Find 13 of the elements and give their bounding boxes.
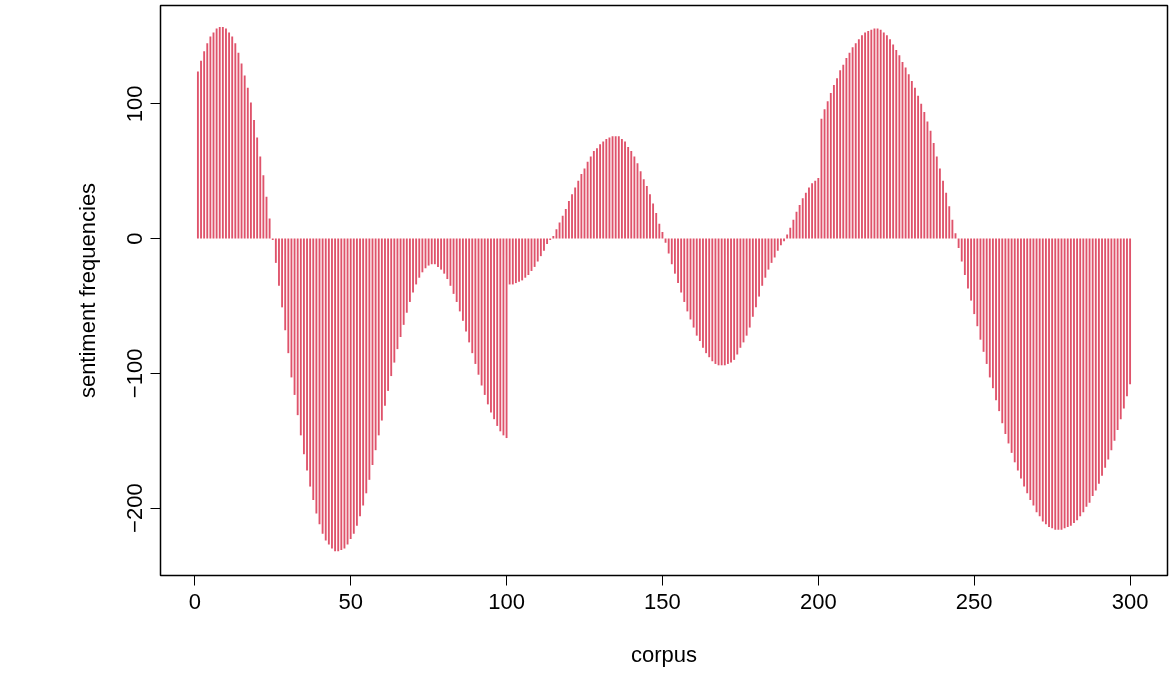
x-tick-label: 300 (1111, 588, 1149, 614)
x-tick-label: 100 (488, 588, 525, 614)
y-tick-label: 100 (122, 85, 148, 123)
x-axis-title: corpus (630, 641, 698, 667)
x-tick-label: 250 (955, 588, 993, 614)
x-tick-label: 0 (188, 588, 201, 614)
x-tick-label: 50 (338, 588, 363, 614)
x-tick-label: 150 (644, 588, 681, 614)
y-axis-title: sentiment frequencies (74, 182, 100, 399)
y-tick-label: −100 (122, 348, 148, 399)
x-tick-label: 200 (799, 588, 837, 614)
y-tick-label: −200 (122, 483, 148, 533)
y-tick-label: 0 (122, 232, 148, 245)
